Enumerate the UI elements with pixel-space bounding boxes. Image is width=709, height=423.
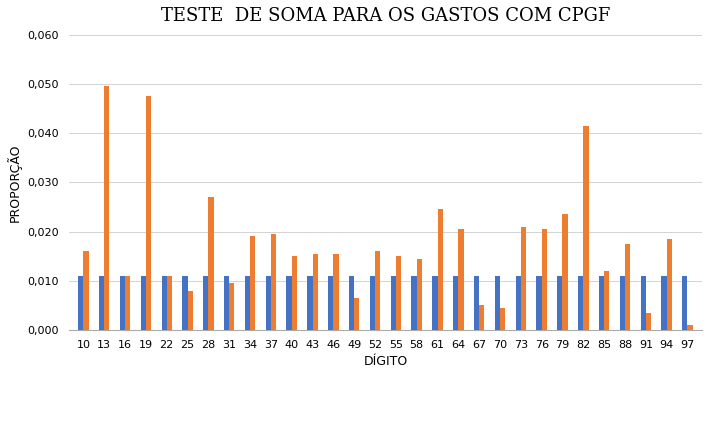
Bar (515, 276, 521, 330)
Bar (266, 276, 271, 330)
Bar (146, 96, 151, 330)
Bar (682, 276, 688, 330)
Bar (417, 258, 422, 330)
Bar (78, 276, 84, 330)
Bar (84, 251, 89, 330)
Bar (125, 276, 130, 330)
Bar (479, 305, 484, 330)
Bar (328, 276, 333, 330)
Bar (333, 254, 339, 330)
Bar (542, 229, 547, 330)
Bar (688, 325, 693, 330)
Bar (99, 276, 104, 330)
Bar (120, 276, 125, 330)
Bar (313, 254, 318, 330)
Bar (182, 276, 188, 330)
Bar (562, 214, 568, 330)
Bar (604, 271, 609, 330)
Bar (162, 276, 167, 330)
Bar (354, 298, 359, 330)
X-axis label: DÍGITO: DÍGITO (363, 355, 408, 368)
Bar (286, 276, 291, 330)
Bar (437, 209, 442, 330)
Bar (245, 276, 250, 330)
Bar (599, 276, 604, 330)
Bar (646, 313, 651, 330)
Bar (474, 276, 479, 330)
Bar (208, 197, 213, 330)
Bar (271, 234, 276, 330)
Bar (396, 256, 401, 330)
Bar (537, 276, 542, 330)
Bar (411, 276, 417, 330)
Bar (375, 251, 380, 330)
Bar (224, 276, 229, 330)
Title: TESTE  DE SOMA PARA OS GASTOS COM CPGF: TESTE DE SOMA PARA OS GASTOS COM CPGF (161, 7, 610, 25)
Bar (557, 276, 562, 330)
Bar (584, 126, 588, 330)
Bar (203, 276, 208, 330)
Bar (370, 276, 375, 330)
Bar (578, 276, 584, 330)
Bar (349, 276, 354, 330)
Y-axis label: PROPORÇÃO: PROPORÇÃO (7, 143, 22, 222)
Bar (620, 276, 625, 330)
Bar (307, 276, 313, 330)
Bar (500, 308, 506, 330)
Bar (104, 86, 109, 330)
Bar (432, 276, 437, 330)
Bar (495, 276, 500, 330)
Bar (666, 239, 672, 330)
Bar (188, 291, 193, 330)
Bar (250, 236, 255, 330)
Bar (391, 276, 396, 330)
Bar (458, 229, 464, 330)
Bar (661, 276, 666, 330)
Bar (453, 276, 458, 330)
Bar (291, 256, 297, 330)
Bar (229, 283, 235, 330)
Bar (140, 276, 146, 330)
Bar (641, 276, 646, 330)
Bar (625, 244, 630, 330)
Bar (167, 276, 172, 330)
Bar (521, 227, 526, 330)
